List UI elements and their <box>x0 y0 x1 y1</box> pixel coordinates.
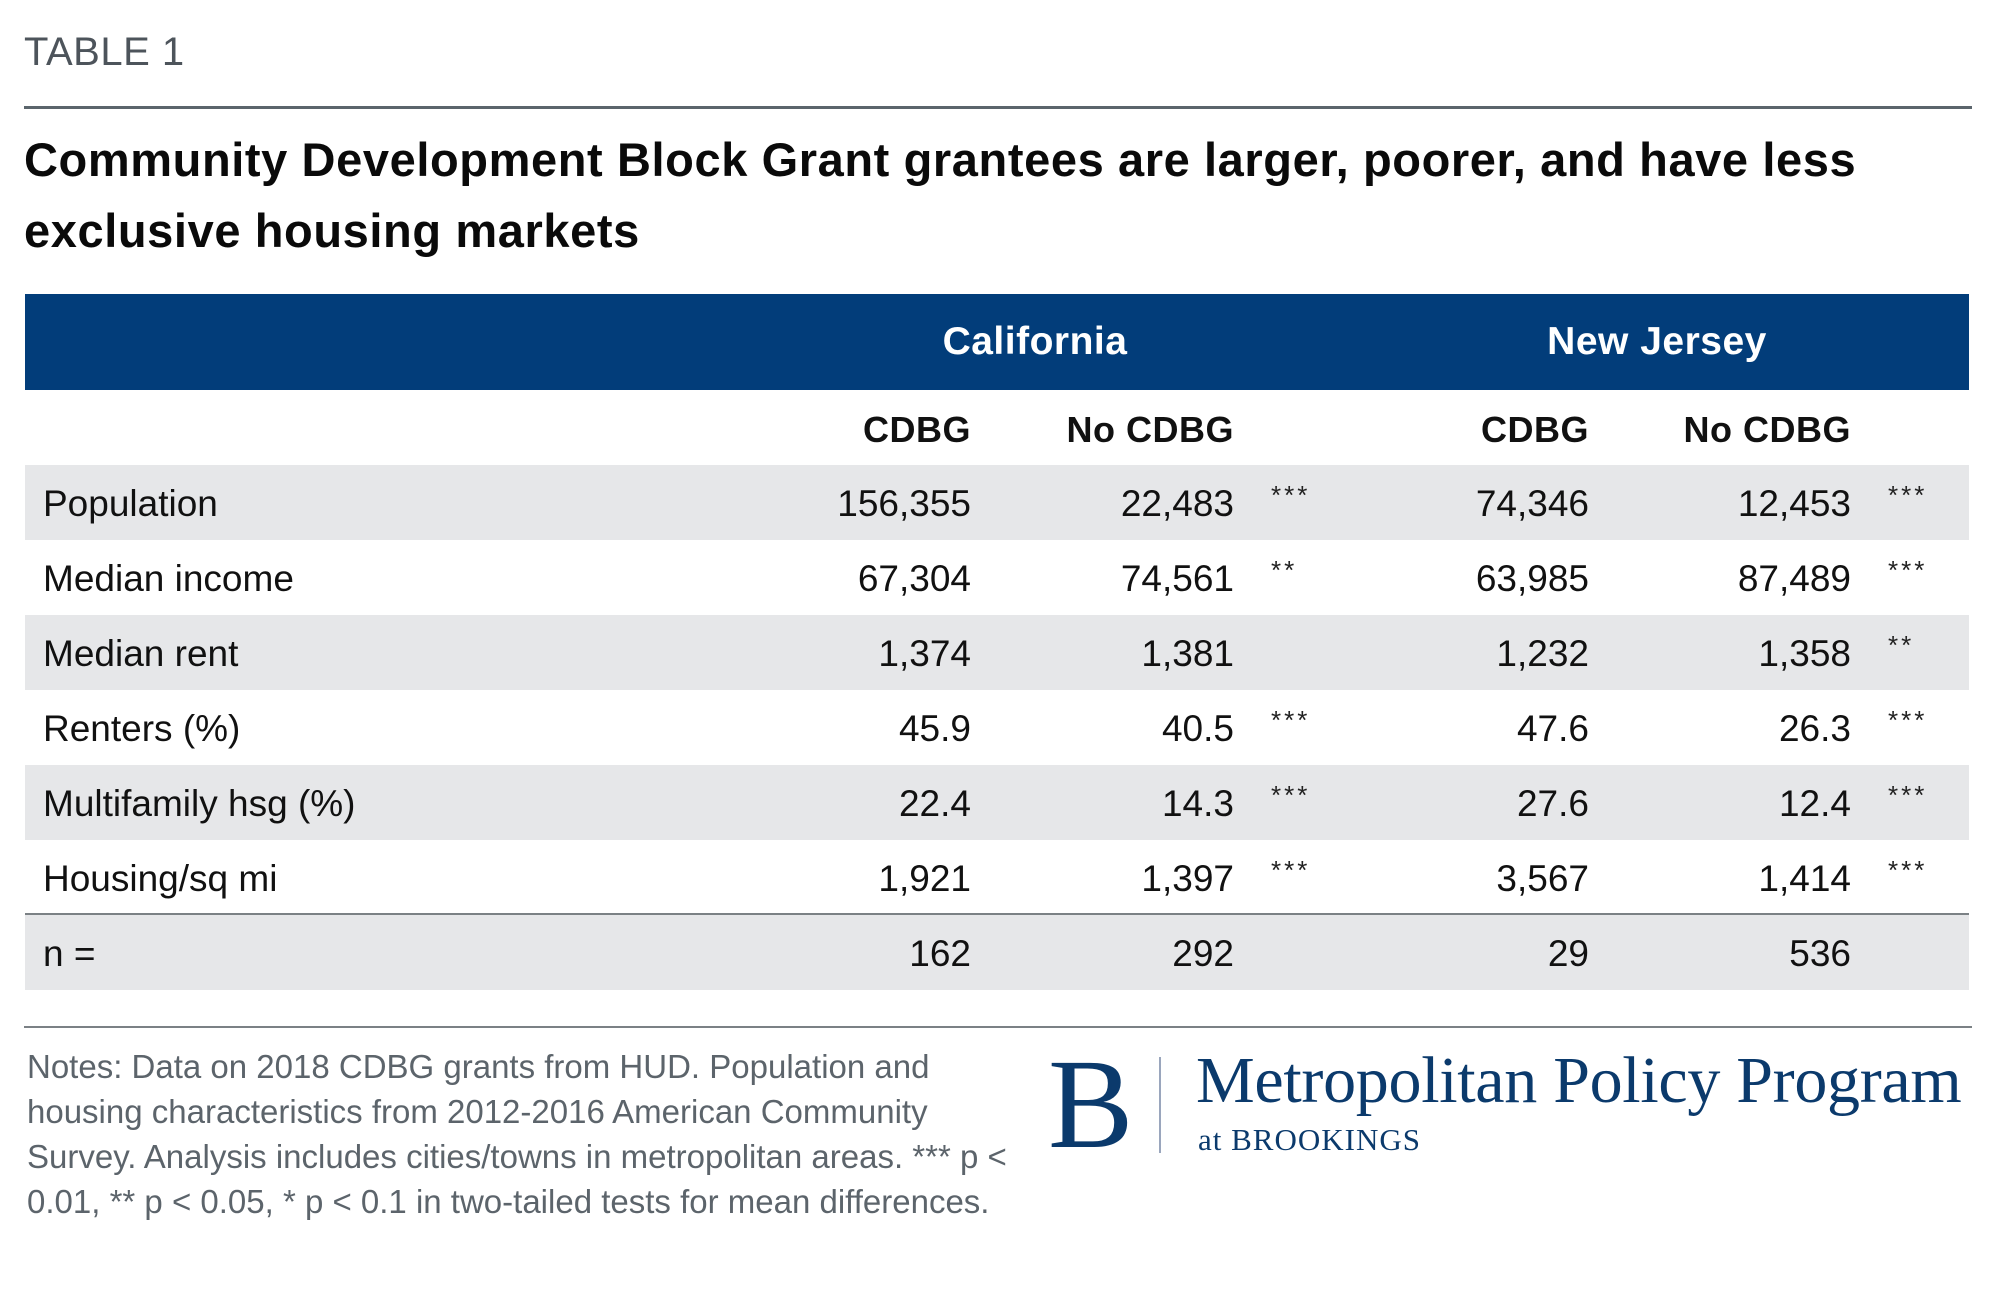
top-divider <box>24 106 1972 109</box>
table-row: Renters (%) 45.9 40.5 *** 47.6 26.3 *** <box>25 690 1969 765</box>
cell-ca-cdbg: 22.4 <box>898 783 971 824</box>
significance-ca: *** <box>1271 780 1311 810</box>
cell-nj-cdbg: 3,567 <box>1496 858 1589 899</box>
cell-ca-cdbg: 1,921 <box>878 858 971 899</box>
cell-ca-cdbg: 162 <box>909 933 971 974</box>
significance-nj: *** <box>1888 555 1928 585</box>
significance-ca: ** <box>1271 555 1298 585</box>
cell-nj-cdbg: 74,346 <box>1475 483 1589 524</box>
row-label: Multifamily hsg (%) <box>43 783 356 824</box>
cell-ca-no-cdbg: 292 <box>1172 933 1234 974</box>
table-notes: Notes: Data on 2018 CDBG grants from HUD… <box>27 1048 1007 1220</box>
cell-nj-no-cdbg: 87,489 <box>1737 558 1851 599</box>
cell-nj-no-cdbg: 536 <box>1789 933 1851 974</box>
cell-ca-no-cdbg: 1,381 <box>1141 633 1234 674</box>
significance-nj: *** <box>1888 780 1928 810</box>
logo-subtitle: at BROOKINGS <box>1198 1122 1421 1157</box>
row-label: Population <box>43 483 218 524</box>
table-header-bar: California New Jersey <box>25 294 1969 390</box>
cell-nj-no-cdbg: 12.4 <box>1778 783 1851 824</box>
table-row: Median rent 1,374 1,381 1,232 1,358 ** <box>25 615 1969 690</box>
significance-nj: *** <box>1888 480 1928 510</box>
cell-nj-cdbg: 29 <box>1547 933 1589 974</box>
table-label: TABLE 1 <box>24 30 185 74</box>
bottom-divider <box>24 1026 1972 1028</box>
cell-ca-no-cdbg: 74,561 <box>1120 558 1234 599</box>
column-header-nj-no-cdbg: No CDBG <box>1683 409 1851 450</box>
cell-ca-cdbg: 45.9 <box>898 708 971 749</box>
row-label: Median rent <box>43 633 239 674</box>
cell-ca-no-cdbg: 40.5 <box>1161 708 1234 749</box>
table-row: Housing/sq mi 1,921 1,397 *** 3,567 1,414 *** <box>25 840 1969 915</box>
row-label: Renters (%) <box>43 708 241 749</box>
cell-ca-no-cdbg: 14.3 <box>1161 783 1234 824</box>
cell-nj-cdbg: 47.6 <box>1516 708 1589 749</box>
cell-ca-cdbg: 156,355 <box>837 483 971 524</box>
cell-nj-no-cdbg: 1,414 <box>1758 858 1851 899</box>
logo-divider <box>1159 1057 1161 1153</box>
table-row: Population 156,355 22,483 *** 74,346 12,453 **… <box>25 465 1969 540</box>
row-label: n = <box>43 933 96 974</box>
significance-nj: *** <box>1888 855 1928 885</box>
totals-divider <box>25 913 1969 915</box>
table-title: Community Development Block Grant grante… <box>24 133 1857 257</box>
significance-nj: ** <box>1888 630 1915 660</box>
logo-program-name: Metropolitan Policy Program <box>1196 1044 1962 1117</box>
significance-nj: *** <box>1888 705 1928 735</box>
cell-nj-cdbg: 63,985 <box>1475 558 1589 599</box>
column-header-ca-cdbg: CDBG <box>863 409 971 450</box>
cell-ca-cdbg: 67,304 <box>857 558 971 599</box>
cell-nj-no-cdbg: 1,358 <box>1758 633 1851 674</box>
cell-nj-no-cdbg: 26.3 <box>1778 708 1851 749</box>
significance-ca: *** <box>1271 855 1311 885</box>
group-header-new-jersey: New Jersey <box>1547 320 1767 363</box>
table-row: Median income 67,304 74,561 ** 63,985 87,489 *… <box>25 540 1969 615</box>
cell-nj-cdbg: 1,232 <box>1496 633 1589 674</box>
cell-nj-no-cdbg: 12,453 <box>1737 483 1851 524</box>
column-header-ca-no-cdbg: No CDBG <box>1066 409 1234 450</box>
significance-ca: *** <box>1271 480 1311 510</box>
row-label: Housing/sq mi <box>43 858 278 899</box>
cell-ca-no-cdbg: 1,397 <box>1141 858 1234 899</box>
cell-ca-no-cdbg: 22,483 <box>1120 483 1234 524</box>
row-label: Median income <box>43 558 294 599</box>
cell-ca-cdbg: 1,374 <box>878 633 971 674</box>
table-row-totals: n = 162 292 29 536 <box>25 915 1969 990</box>
column-header-nj-cdbg: CDBG <box>1481 409 1589 450</box>
significance-ca: *** <box>1271 705 1311 735</box>
cell-nj-cdbg: 27.6 <box>1516 783 1589 824</box>
brookings-b-logo-icon: B <box>1048 1033 1134 1175</box>
table-row: Multifamily hsg (%) 22.4 14.3 *** 27.6 12.4 **… <box>25 765 1969 840</box>
group-header-california: California <box>942 320 1128 363</box>
